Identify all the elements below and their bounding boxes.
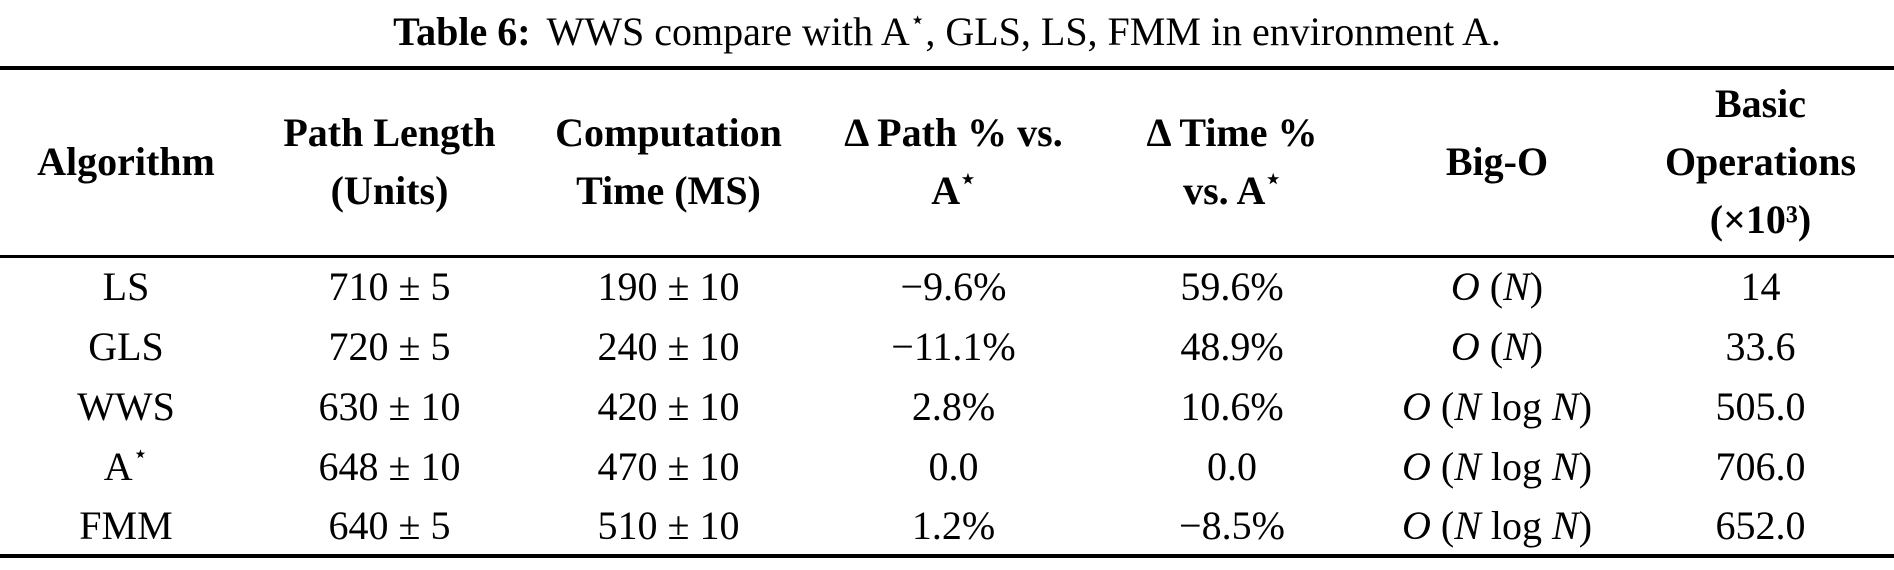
value-cell-path_length_units: 640 ± 5 bbox=[328, 502, 451, 548]
column-header-path_length_units: Path Length (Units) bbox=[283, 110, 496, 214]
table-row: LS 710 ± 5 190 ± 10 −9.6% 59.6% O (N) 14 bbox=[0, 256, 1894, 316]
value-cell-computation_time_ms: 190 ± 10 bbox=[597, 264, 740, 310]
value-cell-big_o: O (N log N) bbox=[1401, 443, 1593, 489]
algorithm-cell: FMM bbox=[79, 502, 173, 548]
value-cell-computation_time_ms: 510 ± 10 bbox=[597, 502, 740, 548]
value-cell-delta_path_pct_vs_astar: −11.1% bbox=[891, 323, 1016, 369]
table-body: LS 710 ± 5 190 ± 10 −9.6% 59.6% O (N) 14 GLS 720… bbox=[0, 256, 1894, 556]
value-cell-big_o: O (N) bbox=[1450, 264, 1544, 310]
algorithm-cell: GLS bbox=[88, 323, 164, 369]
table-row: FMM 640 ± 5 510 ± 10 1.2% −8.5% O (N log N) 65… bbox=[0, 496, 1894, 556]
value-cell-big_o: O (N) bbox=[1450, 323, 1544, 369]
value-cell-basic_operations_e3: 652.0 bbox=[1715, 502, 1806, 548]
table-row: WWS 630 ± 10 420 ± 10 2.8% 10.6% O (N log N) 5… bbox=[0, 376, 1894, 436]
table-row: GLS 720 ± 5 240 ± 10 −11.1% 48.9% O (N) 33.6 bbox=[0, 316, 1894, 376]
value-cell-big_o: O (N log N) bbox=[1401, 502, 1593, 548]
value-cell-delta_path_pct_vs_astar: 2.8% bbox=[911, 383, 996, 429]
value-cell-basic_operations_e3: 14 bbox=[1740, 264, 1781, 310]
algorithm-cell: WWS bbox=[77, 383, 175, 429]
table-header-row: Algorithm Path Length (Units) Computation Ti… bbox=[0, 68, 1894, 256]
value-cell-basic_operations_e3: 706.0 bbox=[1715, 443, 1806, 489]
value-cell-big_o: O (N log N) bbox=[1401, 383, 1593, 429]
column-header-computation_time_ms: Computation Time (MS) bbox=[555, 110, 782, 214]
column-header-big_o: Big-O bbox=[1445, 139, 1549, 185]
column-header-delta_time_pct_vs_astar: Δ Time % vs. A⋆ bbox=[1146, 110, 1318, 214]
value-cell-basic_operations_e3: 505.0 bbox=[1715, 383, 1806, 429]
value-cell-delta_time_pct_vs_astar: 0.0 bbox=[1207, 443, 1257, 489]
results-table: Algorithm Path Length (Units) Computation Ti… bbox=[0, 66, 1894, 558]
algorithm-cell: LS bbox=[102, 264, 150, 310]
value-cell-computation_time_ms: 240 ± 10 bbox=[597, 323, 740, 369]
value-cell-path_length_units: 710 ± 5 bbox=[328, 264, 451, 310]
table-caption-label: Table 6: bbox=[393, 9, 531, 54]
algorithm-cell: A⋆ bbox=[103, 441, 149, 489]
value-cell-delta_path_pct_vs_astar: 0.0 bbox=[928, 443, 979, 489]
table-row: A⋆ 648 ± 10 470 ± 10 0.0 0.0 O (N log N) 706.0 bbox=[0, 436, 1894, 496]
table-caption: Table 6: WWS compare with A⋆, GLS, LS, FM… bbox=[0, 0, 1894, 58]
column-header-basic_operations_e3: Basic Operations (×10³) bbox=[1664, 81, 1857, 243]
value-cell-computation_time_ms: 470 ± 10 bbox=[597, 443, 740, 489]
value-cell-path_length_units: 720 ± 5 bbox=[328, 323, 451, 369]
table-header: Algorithm Path Length (Units) Computation Ti… bbox=[0, 68, 1894, 256]
value-cell-delta_path_pct_vs_astar: −9.6% bbox=[900, 264, 1007, 310]
value-cell-path_length_units: 630 ± 10 bbox=[318, 383, 461, 429]
value-cell-delta_time_pct_vs_astar: 10.6% bbox=[1180, 383, 1284, 429]
column-header-delta_path_pct_vs_astar: Δ Path % vs. A⋆ bbox=[844, 110, 1063, 214]
table-caption-text: WWS compare with A⋆, GLS, LS, FMM in env… bbox=[546, 6, 1501, 54]
value-cell-delta_time_pct_vs_astar: −8.5% bbox=[1179, 502, 1285, 548]
value-cell-delta_time_pct_vs_astar: 48.9% bbox=[1180, 323, 1284, 369]
column-header-algorithm: Algorithm bbox=[37, 139, 215, 185]
value-cell-path_length_units: 648 ± 10 bbox=[318, 443, 461, 489]
value-cell-delta_path_pct_vs_astar: 1.2% bbox=[911, 502, 996, 548]
value-cell-delta_time_pct_vs_astar: 59.6% bbox=[1180, 264, 1284, 310]
value-cell-basic_operations_e3: 33.6 bbox=[1725, 323, 1796, 369]
value-cell-computation_time_ms: 420 ± 10 bbox=[597, 383, 740, 429]
